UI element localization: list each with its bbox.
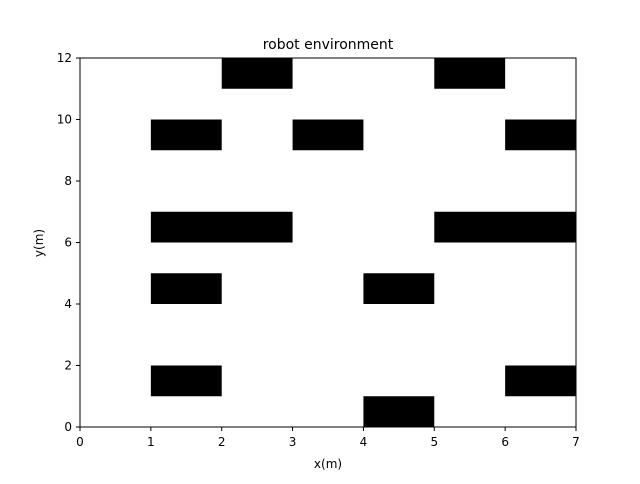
- y-axis: 0 2 4 6 8 10 12: [57, 51, 80, 434]
- x-tick-label: 2: [218, 435, 226, 449]
- x-axis: 0 1 2 3 4 5 6 7: [76, 427, 580, 449]
- y-tick-label: 2: [64, 359, 72, 373]
- obstacle-cell: [150, 211, 293, 243]
- y-tick-label: 8: [64, 174, 72, 188]
- x-tick-label: 6: [501, 435, 509, 449]
- x-axis-label: x(m): [314, 457, 342, 471]
- y-tick-label: 10: [57, 113, 72, 127]
- x-tick-label: 1: [147, 435, 155, 449]
- obstacle-cell: [434, 58, 506, 89]
- obstacle-cell: [221, 58, 293, 89]
- chart-title: robot environment: [263, 37, 394, 53]
- x-tick-label: 3: [289, 435, 297, 449]
- y-axis-label: y(m): [32, 229, 46, 257]
- obstacle-cell: [150, 119, 222, 151]
- x-tick-label: 7: [572, 435, 580, 449]
- obstacle-cell: [505, 119, 576, 151]
- obstacle-cell: [505, 365, 576, 397]
- x-tick-label: 4: [360, 435, 368, 449]
- y-tick-label: 12: [57, 51, 72, 65]
- obstacle-cell: [150, 273, 222, 304]
- y-tick-label: 0: [64, 420, 72, 434]
- obstacle-cell: [150, 365, 222, 397]
- x-tick-label: 0: [76, 435, 84, 449]
- obstacle-cell: [363, 273, 435, 304]
- y-tick-label: 6: [64, 236, 72, 250]
- obstacle-cell: [292, 119, 364, 151]
- obstacle-cell: [363, 396, 435, 427]
- y-tick-label: 4: [64, 297, 72, 311]
- obstacle-layer: [150, 58, 576, 427]
- x-tick-label: 5: [430, 435, 438, 449]
- obstacle-cell: [434, 211, 576, 243]
